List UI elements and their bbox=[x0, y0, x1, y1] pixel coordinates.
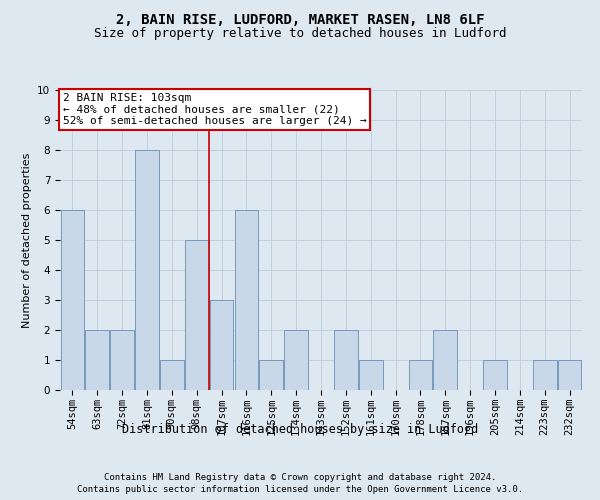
Y-axis label: Number of detached properties: Number of detached properties bbox=[22, 152, 32, 328]
Bar bbox=[135, 150, 159, 390]
Bar bbox=[210, 300, 233, 390]
Bar bbox=[433, 330, 457, 390]
Bar bbox=[235, 210, 258, 390]
Bar bbox=[61, 210, 84, 390]
Bar bbox=[409, 360, 432, 390]
Text: Contains public sector information licensed under the Open Government Licence v3: Contains public sector information licen… bbox=[77, 485, 523, 494]
Text: 2 BAIN RISE: 103sqm
← 48% of detached houses are smaller (22)
52% of semi-detach: 2 BAIN RISE: 103sqm ← 48% of detached ho… bbox=[62, 93, 367, 126]
Bar bbox=[85, 330, 109, 390]
Bar bbox=[483, 360, 507, 390]
Bar bbox=[185, 240, 209, 390]
Bar bbox=[334, 330, 358, 390]
Text: 2, BAIN RISE, LUDFORD, MARKET RASEN, LN8 6LF: 2, BAIN RISE, LUDFORD, MARKET RASEN, LN8… bbox=[116, 12, 484, 26]
Bar bbox=[558, 360, 581, 390]
Bar bbox=[259, 360, 283, 390]
Bar bbox=[284, 330, 308, 390]
Text: Contains HM Land Registry data © Crown copyright and database right 2024.: Contains HM Land Registry data © Crown c… bbox=[104, 472, 496, 482]
Bar bbox=[533, 360, 557, 390]
Bar bbox=[359, 360, 383, 390]
Text: Size of property relative to detached houses in Ludford: Size of property relative to detached ho… bbox=[94, 28, 506, 40]
Text: Distribution of detached houses by size in Ludford: Distribution of detached houses by size … bbox=[122, 422, 478, 436]
Bar bbox=[160, 360, 184, 390]
Bar bbox=[110, 330, 134, 390]
